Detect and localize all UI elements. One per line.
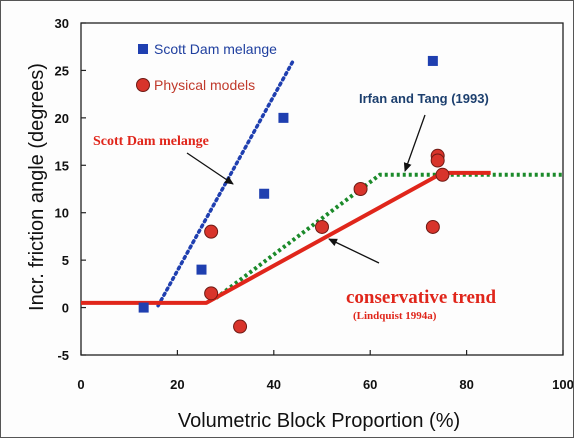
x-axis-ticks: 0 20 40 60 80 100 xyxy=(77,350,574,392)
data-point-physical-models xyxy=(425,219,440,234)
x-tick-label: 80 xyxy=(459,377,473,392)
data-point-physical-models xyxy=(430,153,445,168)
annotation-lindquist: (Lindquist 1994a) xyxy=(353,310,437,322)
data-point-physical-models xyxy=(204,286,219,301)
data-point-scott-dam-melange xyxy=(196,264,207,275)
data-point-scott-dam-melange xyxy=(138,302,149,313)
legend-label-physical-models: Physical models xyxy=(154,77,255,93)
data-point-scott-dam-melange xyxy=(259,188,270,199)
annotation-arrow-irfan-tang xyxy=(403,114,426,172)
data-point-physical-models xyxy=(233,319,248,334)
y-tick-label: 0 xyxy=(62,301,69,316)
series-line-scott-dam-melange-fit xyxy=(156,59,295,308)
x-tick-label: 60 xyxy=(363,377,377,392)
plot-area xyxy=(80,22,564,356)
x-axis-title: Volumetric Block Proportion (%) xyxy=(178,410,460,432)
x-tick-label: 0 xyxy=(77,377,84,392)
y-tick-label: 30 xyxy=(55,16,69,31)
x-tick-label: 100 xyxy=(552,377,573,392)
data-point-scott-dam-melange xyxy=(427,55,438,66)
y-tick-label: 5 xyxy=(62,253,69,268)
data-point-physical-models xyxy=(435,167,450,182)
x-tick-label: 40 xyxy=(267,377,281,392)
annotation-arrow-conservative-trend xyxy=(328,238,380,264)
y-axis-ticks: -5 0 5 10 15 20 25 30 xyxy=(55,16,86,363)
series-line-conservative-trend xyxy=(81,170,491,305)
annotation-irfan-tang: Irfan and Tang (1993) xyxy=(359,91,489,106)
data-point-physical-models xyxy=(315,219,329,234)
annotation-scott-dam-melange: Scott Dam melange xyxy=(93,134,209,149)
data-point-physical-models xyxy=(353,182,368,196)
annotation-arrow-scott-dam xyxy=(186,152,234,185)
legend-marker-physical-models xyxy=(136,78,150,92)
y-tick-label: 25 xyxy=(55,63,69,78)
y-tick-label: -5 xyxy=(57,348,69,363)
legend: Scott Dam melange Physical models xyxy=(136,41,277,93)
x-tick-label: 20 xyxy=(170,377,184,392)
y-axis-title: Incr. friction angle (degrees) xyxy=(26,63,48,311)
y-tick-label: 10 xyxy=(55,206,69,221)
series-points xyxy=(138,55,450,334)
series-lines xyxy=(81,59,563,308)
data-point-physical-models xyxy=(204,224,219,239)
series-line-irfan-and-tang-1993 xyxy=(214,172,563,300)
data-point-scott-dam-melange xyxy=(278,112,289,123)
legend-label-scott-dam: Scott Dam melange xyxy=(154,41,277,57)
legend-marker-scott-dam xyxy=(138,44,148,54)
annotations: Scott Dam melange Irfan and Tang (1993) … xyxy=(93,91,496,322)
y-tick-label: 20 xyxy=(55,111,69,126)
y-tick-label: 15 xyxy=(55,158,69,173)
annotation-conservative-trend: conservative trend xyxy=(346,287,496,308)
